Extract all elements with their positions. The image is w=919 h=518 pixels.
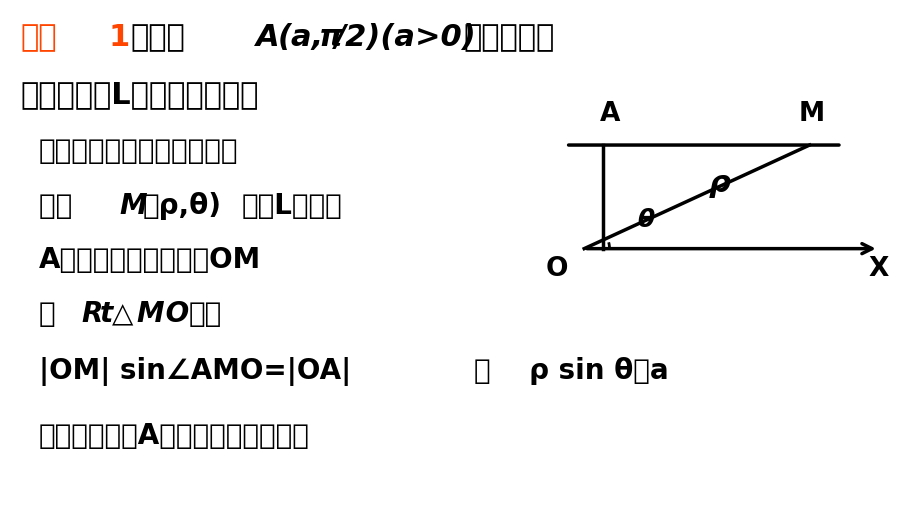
- Text: 设点: 设点: [39, 192, 91, 220]
- Text: θ: θ: [637, 208, 653, 232]
- Text: t: t: [99, 300, 112, 328]
- Text: |OM| sin∠AMO=|OA|: |OM| sin∠AMO=|OA|: [39, 357, 350, 386]
- Text: R: R: [81, 300, 102, 328]
- Text: ，且平行于: ，且平行于: [463, 23, 554, 52]
- Text: 中有: 中有: [188, 300, 221, 328]
- Text: /2)(a>0): /2)(a>0): [335, 23, 476, 52]
- Text: 在: 在: [39, 300, 74, 328]
- Text: O: O: [545, 256, 567, 282]
- Text: 极轴的直线L的极坐标方程。: 极轴的直线L的极坐标方程。: [20, 80, 258, 109]
- Text: M: M: [798, 101, 823, 127]
- Text: X: X: [868, 256, 888, 282]
- Text: (a,: (a,: [278, 23, 323, 52]
- Text: M: M: [119, 192, 147, 220]
- Text: 练习: 练习: [20, 23, 57, 52]
- Text: 直线L上除点: 直线L上除点: [242, 192, 343, 220]
- Text: 1: 1: [108, 23, 130, 52]
- Text: M: M: [136, 300, 164, 328]
- Text: ρ: ρ: [708, 169, 730, 198]
- Text: O: O: [156, 300, 189, 328]
- Text: π: π: [318, 23, 342, 52]
- Text: 求过点: 求过点: [130, 23, 186, 52]
- Text: 可以验证，点A的坐标也满足上式。: 可以验证，点A的坐标也满足上式。: [39, 422, 309, 450]
- Text: 解：如图，建立极坐标系，: 解：如图，建立极坐标系，: [39, 137, 238, 165]
- Text: （ρ,θ): （ρ,θ): [142, 192, 221, 220]
- Text: A外的任意一点，连接OM: A外的任意一点，连接OM: [39, 246, 261, 274]
- Text: A: A: [255, 23, 289, 52]
- Text: A: A: [599, 101, 619, 127]
- Text: △: △: [112, 300, 133, 328]
- Text: 即    ρ sin θ＝a: 即 ρ sin θ＝a: [473, 357, 668, 385]
